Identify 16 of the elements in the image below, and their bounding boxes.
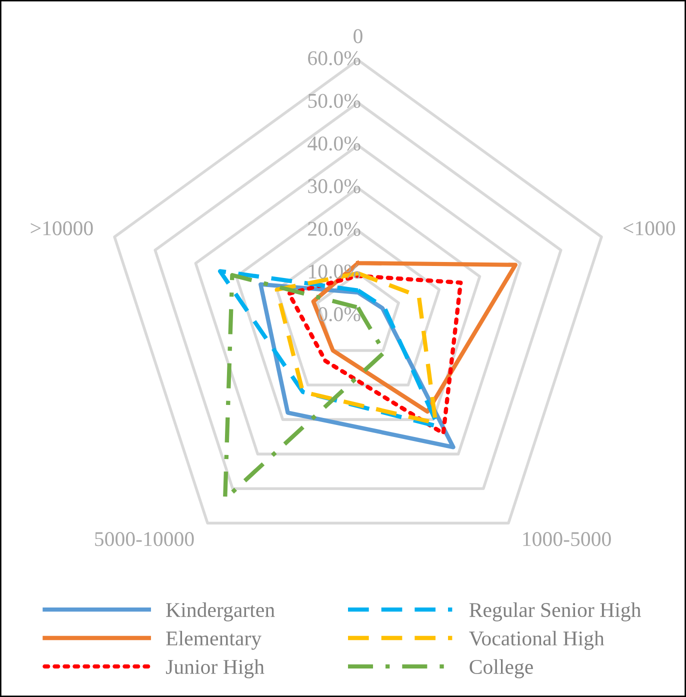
legend-label: Vocational High <box>469 630 604 650</box>
legend-label: Elementary <box>166 630 262 650</box>
y-tick-label: 50.0% <box>308 94 360 108</box>
y-tick-label: 60.0% <box>308 51 360 66</box>
spoke-label: 0 <box>354 29 362 44</box>
legend-label: College <box>470 659 533 678</box>
y-tick-label: 30.0% <box>308 179 360 194</box>
y-tick-label: 40.0% <box>308 136 360 151</box>
spoke-label: >10000 <box>30 221 93 236</box>
y-tick-label: 20.0% <box>308 222 360 236</box>
spoke-label: 1000-5000 <box>523 532 611 546</box>
spoke-label: 5000-10000 <box>95 532 194 546</box>
legend-label: Junior High <box>166 659 264 678</box>
spoke-label: <1000 <box>623 221 676 236</box>
legend-label: Regular Senior High <box>469 602 641 622</box>
legend-label: Kindergarten <box>166 602 275 622</box>
